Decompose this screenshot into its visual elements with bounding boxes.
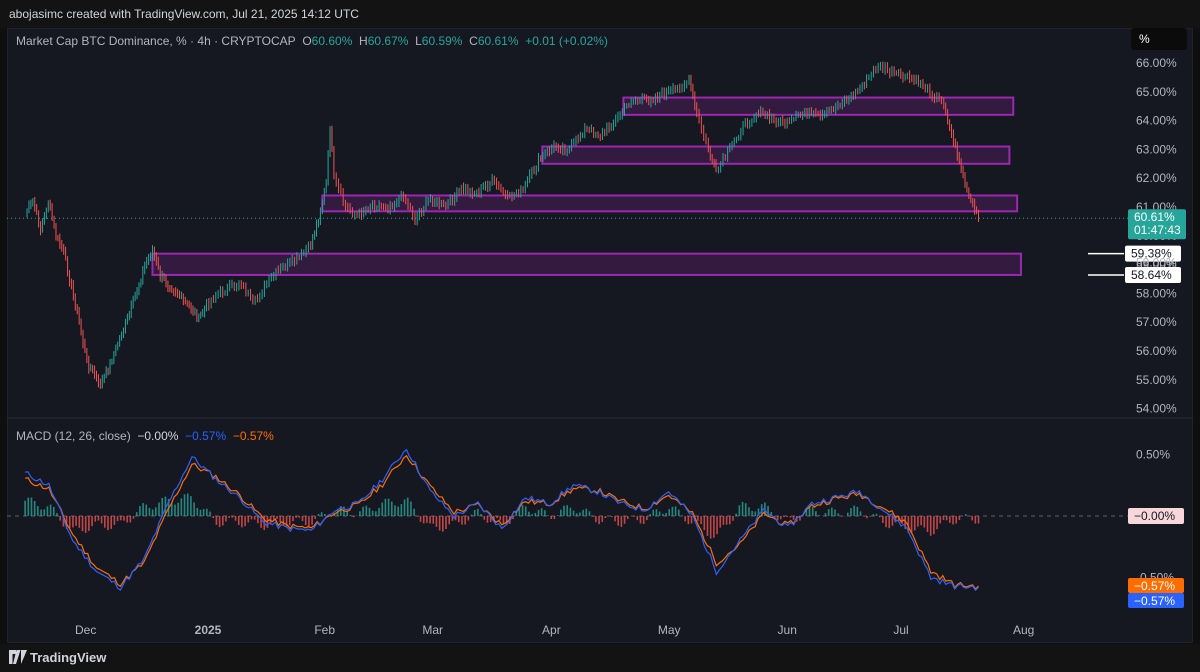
macd-signal-badge	[1128, 578, 1184, 593]
attribution-text: abojasimc created with TradingView.com, …	[9, 7, 359, 21]
macd-hist-value: −0.00%	[137, 429, 179, 443]
high-value: 60.67%	[367, 34, 409, 48]
symbol-legend: Market Cap BTC Dominance, % · 4h · CRYPT…	[16, 34, 608, 48]
open-value: 60.60%	[311, 34, 353, 48]
close-value: 60.61%	[477, 34, 519, 48]
price-tick-label: 55.00%	[1136, 373, 1177, 387]
macd-hist-badge	[1128, 508, 1184, 524]
tradingview-logo-icon	[9, 650, 27, 664]
macd-line-badge	[1128, 593, 1184, 608]
last-price-badge	[1128, 209, 1186, 240]
chart-frame[interactable]	[7, 28, 1193, 643]
support-resistance-zone[interactable]	[151, 252, 1022, 276]
open-label: O	[302, 34, 312, 48]
macd-signal-badge-label: −0.57%	[1134, 579, 1175, 593]
time-axis-label: Aug	[1013, 623, 1034, 637]
time-axis-label: Jul	[893, 623, 908, 637]
price-tick-label: 62.00%	[1136, 171, 1177, 185]
macd-tick-label: 0.50%	[1136, 448, 1170, 462]
price-marker-label: 58.64%	[1131, 268, 1172, 282]
percent-scale-button[interactable]: %	[1131, 28, 1187, 50]
tradingview-brand: TradingView	[30, 650, 107, 665]
price-tick-label: 59.00%	[1136, 256, 1177, 270]
macd-signal-value: −0.57%	[232, 429, 274, 443]
high-label: H	[359, 34, 368, 48]
support-resistance-zone[interactable]	[321, 194, 1019, 213]
price-tick-label: 65.00%	[1136, 85, 1177, 99]
price-marker-badge	[1125, 266, 1181, 283]
last-price-label: 60.61%	[1134, 210, 1175, 224]
price-tick-label: 66.00%	[1136, 56, 1177, 70]
time-axis-label: Feb	[314, 623, 335, 637]
price-tick-label: 56.00%	[1136, 344, 1177, 358]
time-axis-label: Jun	[778, 623, 797, 637]
price-tick-label: 63.00%	[1136, 142, 1177, 156]
time-axis-label: Dec	[75, 623, 96, 637]
macd-line[interactable]	[25, 448, 979, 592]
price-tick-label: 57.00%	[1136, 315, 1177, 329]
countdown-label: 01:47:43	[1134, 223, 1181, 237]
macd-legend: MACD (12, 26, close) −0.00% −0.57% −0.57…	[16, 429, 274, 443]
time-axis-label: Apr	[542, 623, 561, 637]
macd-label[interactable]: MACD (12, 26, close)	[16, 429, 131, 443]
price-marker-badge	[1125, 245, 1181, 262]
price-tick-label: 58.00%	[1136, 286, 1177, 300]
macd-hist-badge-label: −0.00%	[1134, 509, 1175, 523]
time-axis-label: 2025	[195, 623, 222, 637]
footer-bar	[0, 644, 1200, 672]
attribution-bar: abojasimc created with TradingView.com, …	[0, 0, 1200, 28]
symbol-name[interactable]: Market Cap BTC Dominance, % · 4h · CRYPT…	[16, 34, 296, 48]
support-resistance-zone[interactable]	[541, 145, 1011, 165]
time-axis-label: May	[658, 623, 681, 637]
close-label: C	[469, 34, 478, 48]
low-label: L	[415, 34, 422, 48]
price-tick-label: 54.00%	[1136, 402, 1177, 416]
macd-line-badge-label: −0.57%	[1134, 594, 1175, 608]
macd-line-value: −0.57%	[185, 429, 227, 443]
low-value: 60.59%	[421, 34, 463, 48]
price-marker-label: 59.38%	[1131, 247, 1172, 261]
price-tick-label: 64.00%	[1136, 114, 1177, 128]
change-value: +0.01 (+0.02%)	[525, 34, 608, 48]
time-axis-label: Mar	[422, 623, 443, 637]
macd-signal-line[interactable]	[25, 454, 979, 590]
